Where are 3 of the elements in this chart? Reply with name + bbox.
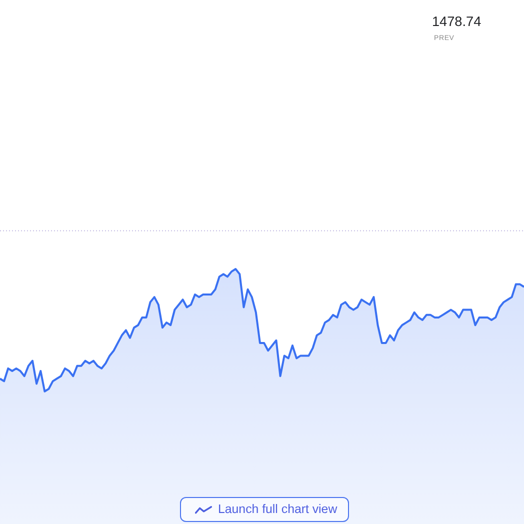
text: 1478.74 [432,14,482,29]
annotation: Launch full chart view [218,502,338,516]
chart-view-button[interactable]: Launch full chart view [180,497,350,522]
